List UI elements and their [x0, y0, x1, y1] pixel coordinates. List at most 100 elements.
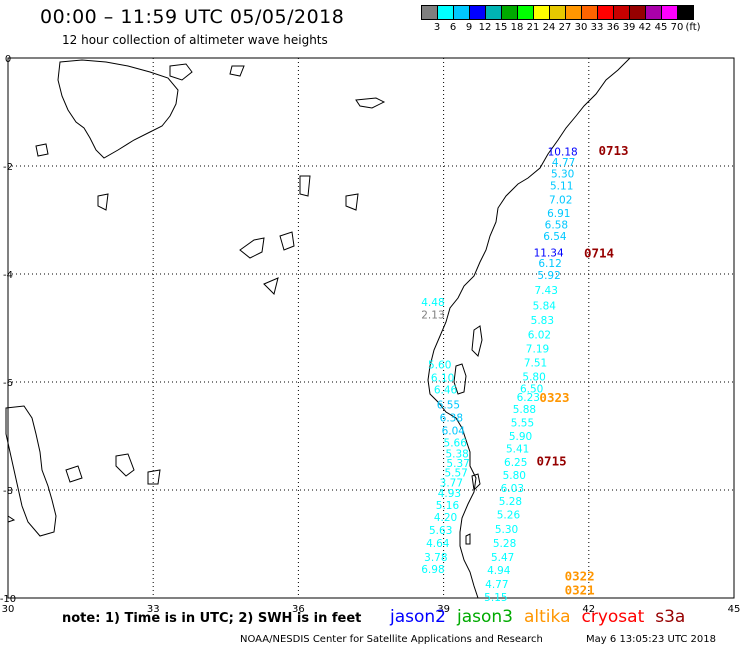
island-pemba	[471, 325, 483, 357]
lake-fragment-3	[355, 97, 386, 109]
wave-height-value: 6.04	[442, 426, 466, 438]
footer: NOAA/NESDIS Center for Satellite Applica…	[240, 634, 716, 645]
lake-fragment-6	[279, 231, 295, 251]
wave-height-value: 5.88	[513, 404, 536, 416]
lake-fragment-11	[65, 465, 83, 483]
legend-swatch	[677, 5, 694, 20]
wave-height-value: 6.12	[538, 258, 561, 270]
wave-height-value: 6.23	[517, 392, 540, 404]
lake-victoria	[57, 59, 179, 159]
wave-height-value: 7.51	[524, 358, 547, 370]
y-tick-label: -4	[3, 270, 13, 281]
wave-height-value: 5.30	[495, 524, 518, 536]
wave-height-value: 5.47	[491, 552, 514, 564]
wave-height-value: 11.34	[534, 247, 564, 259]
wave-height-value: 7.43	[535, 285, 558, 297]
legend-tick-label: 12	[478, 22, 492, 33]
wave-height-value: 4.64	[426, 538, 450, 550]
legend-tick-label: 24	[542, 22, 556, 33]
wave-height-value: 6.03	[501, 483, 524, 495]
pass-number: 0323	[539, 390, 569, 405]
wave-height-value: 6.91	[547, 208, 570, 220]
lake-fragment-7	[263, 277, 279, 295]
wave-height-value: 3.77	[440, 477, 463, 489]
lake-fragment-1	[169, 63, 193, 81]
wave-height-observations: 10.184.775.305.117.026.916.586.5411.346.…	[421, 146, 578, 604]
wave-height-value: 5.37	[446, 458, 469, 470]
wave-height-value: 5.15	[484, 592, 507, 604]
lake-fragment-4	[299, 175, 311, 197]
legend-tick-label: 42	[638, 22, 652, 33]
satellite-s3a: s3a	[655, 607, 686, 627]
wave-height-value: 6.02	[528, 329, 551, 341]
island-small	[465, 533, 471, 545]
footer-credit: NOAA/NESDIS Center for Satellite Applica…	[240, 634, 543, 645]
wave-height-value: 5.55	[511, 418, 534, 430]
wave-height-value: 5.66	[444, 437, 468, 449]
lake-fragment-2	[229, 65, 245, 77]
y-tick-label: -6	[3, 378, 13, 389]
lake-fragment-12	[147, 469, 161, 485]
wave-height-value: 6.58	[545, 219, 568, 231]
wave-height-value: 4.94	[487, 565, 511, 577]
wave-height-value: 5.28	[493, 538, 516, 550]
legend-tick-label: 3	[433, 22, 441, 33]
wave-height-value: 6.98	[421, 564, 444, 576]
wave-height-value: 7.19	[526, 344, 549, 356]
lake-fragment-9	[97, 193, 109, 211]
satellite-jason3: jason3	[457, 607, 513, 627]
x-tick-label: 33	[147, 604, 160, 615]
wave-height-value: 4.77	[485, 579, 508, 591]
wave-height-value: 5.30	[551, 169, 574, 181]
wave-height-value: 5.16	[436, 500, 460, 512]
x-tick-label: 39	[437, 604, 450, 615]
coastline-east-africa	[427, 57, 631, 599]
wave-height-value: 10.18	[548, 146, 578, 158]
legend-tick-label: 36	[606, 22, 620, 33]
wave-height-value: 2.13	[421, 310, 444, 322]
pass-number: 0321	[565, 582, 595, 597]
y-tick-label: -10	[0, 594, 16, 605]
wave-height-value: 5.80	[522, 372, 545, 384]
lake-fragment-13	[7, 515, 16, 523]
legend-tick-label: 33	[590, 22, 604, 33]
x-tick-label: 45	[728, 604, 740, 615]
x-tick-label: 42	[582, 604, 595, 615]
y-tick-label: -2	[3, 162, 13, 173]
lake-fragment-5	[239, 237, 265, 259]
wave-height-value: 5.41	[506, 443, 529, 455]
satellite-legend: jason2 jason3 altika cryosat s3a	[390, 607, 685, 627]
graticule	[8, 58, 734, 598]
pass-number: 0715	[537, 453, 567, 468]
legend-tick-label: 30	[574, 22, 588, 33]
wave-height-value: 5.80	[503, 470, 526, 482]
wave-height-value: 5.57	[444, 468, 467, 480]
lake-fragment-10	[345, 193, 359, 211]
legend-tick-label: (ft)	[685, 22, 701, 33]
satellite-jason2: jason2	[390, 607, 446, 627]
legend-tick-label: 21	[526, 22, 540, 33]
wave-height-value: 5.92	[537, 270, 560, 282]
wave-height-value: 4.77	[552, 157, 575, 169]
wave-height-value: 5.63	[429, 525, 452, 537]
lake-tanganyika	[5, 405, 57, 537]
map-subtitle: 12 hour collection of altimeter wave hei…	[62, 33, 328, 47]
map-frame	[7, 57, 735, 599]
legend-tick-label: 70	[670, 22, 684, 33]
color-legend: 3 6 9 12 15 18 21 24 27 30 33 36 39 42 45 70 (ft)	[421, 5, 701, 34]
island-mafia	[471, 473, 481, 492]
legend-tick-label: 15	[494, 22, 508, 33]
x-tick-label: 30	[2, 604, 15, 615]
wave-height-value: 6.54	[543, 231, 567, 243]
wave-height-value: 3.78	[424, 552, 447, 564]
wave-height-value: 5.26	[497, 509, 521, 521]
land-outlines	[5, 57, 631, 599]
lake-fragment-8	[35, 143, 49, 157]
pass-number: 0322	[565, 568, 595, 583]
wave-height-value: 5.11	[550, 180, 573, 192]
map-title: 00:00 – 11:59 UTC 05/05/2018	[40, 6, 345, 28]
satellite-cryosat: cryosat	[581, 607, 645, 627]
footer-timestamp: May 6 13:05:23 UTC 2018	[586, 634, 716, 645]
